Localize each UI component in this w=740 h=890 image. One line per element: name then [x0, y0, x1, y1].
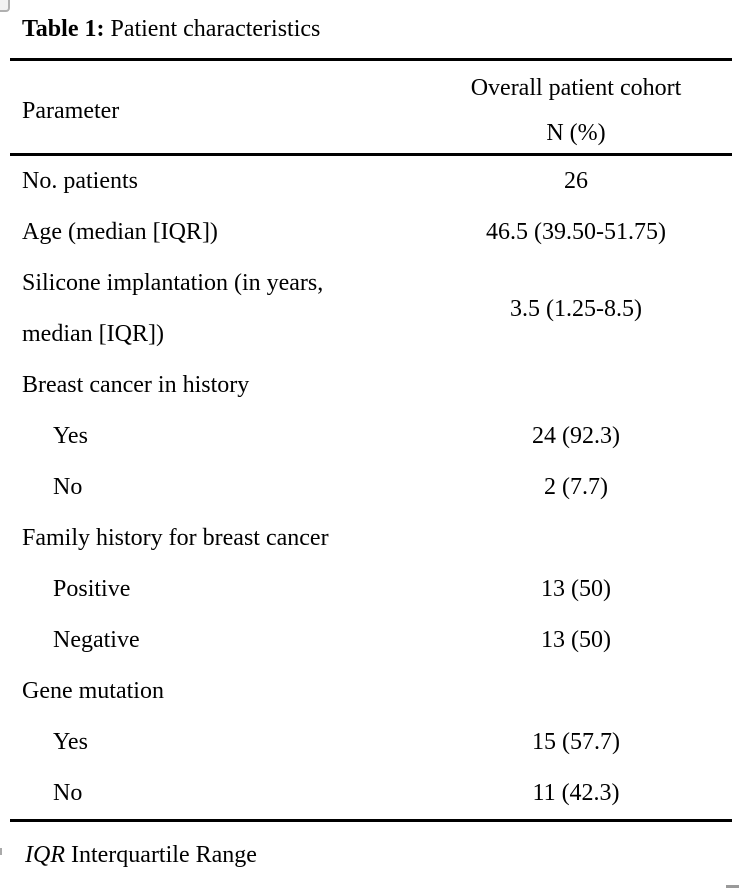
- row-value: 46.5 (39.50-51.75): [486, 219, 666, 245]
- row-label: Family history for breast cancer: [22, 525, 329, 551]
- row-value: 26: [564, 168, 588, 194]
- row-label: No. patients: [22, 168, 138, 194]
- row-value: 2 (7.7): [544, 474, 608, 500]
- footnote-text: Interquartile Range: [64, 841, 257, 868]
- table-rule-header: [10, 153, 732, 156]
- row-label: Breast cancer in history: [22, 372, 250, 398]
- table-row: Yes 15 (57.7): [0, 717, 740, 768]
- column-header-cohort-line2: N (%): [546, 120, 606, 146]
- table-row: No. patients 26: [0, 156, 740, 207]
- row-label: Negative: [53, 627, 140, 653]
- table-row: Positive 13 (50): [0, 564, 740, 615]
- table-row: Family history for breast cancer: [0, 513, 740, 564]
- row-value: 11 (42.3): [532, 780, 620, 806]
- row-label: Age (median [IQR]): [22, 219, 218, 245]
- table-caption-number: Table 1:: [22, 15, 105, 42]
- table-row: No 11 (42.3): [0, 768, 740, 819]
- table-body: No. patients 26 Age (median [IQR]) 46.5 …: [0, 156, 740, 819]
- table-footnote: IQR Interquartile Range: [0, 822, 740, 888]
- row-value: 15 (57.7): [532, 729, 620, 755]
- table-header-row: Parameter Overall patient cohort N (%): [0, 61, 740, 153]
- table-row: No 2 (7.7): [0, 462, 740, 513]
- table-caption: Table 1: Patient characteristics: [0, 0, 740, 58]
- table-row: Breast cancer in history: [0, 360, 740, 411]
- table-move-handle[interactable]: [0, 0, 10, 12]
- column-header-cohort-line1: Overall patient cohort: [470, 75, 682, 101]
- row-label: Yes: [53, 729, 88, 755]
- table-row: Age (median [IQR]) 46.5 (39.50-51.75): [0, 207, 740, 258]
- row-label: Silicone implantation (in years, median …: [22, 270, 324, 347]
- table-row: Negative 13 (50): [0, 615, 740, 666]
- row-value: 13 (50): [541, 627, 611, 653]
- table-resize-handle[interactable]: [726, 885, 739, 888]
- table-row: Gene mutation: [0, 666, 740, 717]
- table-rule-top: [10, 58, 732, 61]
- row-label: No: [53, 474, 83, 500]
- column-header-parameter: Parameter: [22, 97, 120, 124]
- row-value: 3.5 (1.25-8.5): [510, 295, 642, 322]
- row-label: Yes: [53, 423, 88, 449]
- table-row: Silicone implantation (in years, median …: [0, 258, 740, 360]
- column-header-cohort: Overall patient cohort N (%): [412, 66, 740, 156]
- row-value: 24 (92.3): [532, 423, 620, 449]
- row-value: 13 (50): [541, 576, 611, 602]
- table-caption-text: Patient characteristics: [104, 15, 321, 42]
- table-rule-bottom: [10, 819, 732, 822]
- footnote-abbreviation: IQR: [25, 841, 65, 868]
- row-label: Gene mutation: [22, 678, 164, 704]
- row-label: No: [53, 780, 83, 806]
- table-row: Yes 24 (92.3): [0, 411, 740, 462]
- row-label: Positive: [53, 576, 131, 602]
- page-edge-mark: [0, 848, 2, 855]
